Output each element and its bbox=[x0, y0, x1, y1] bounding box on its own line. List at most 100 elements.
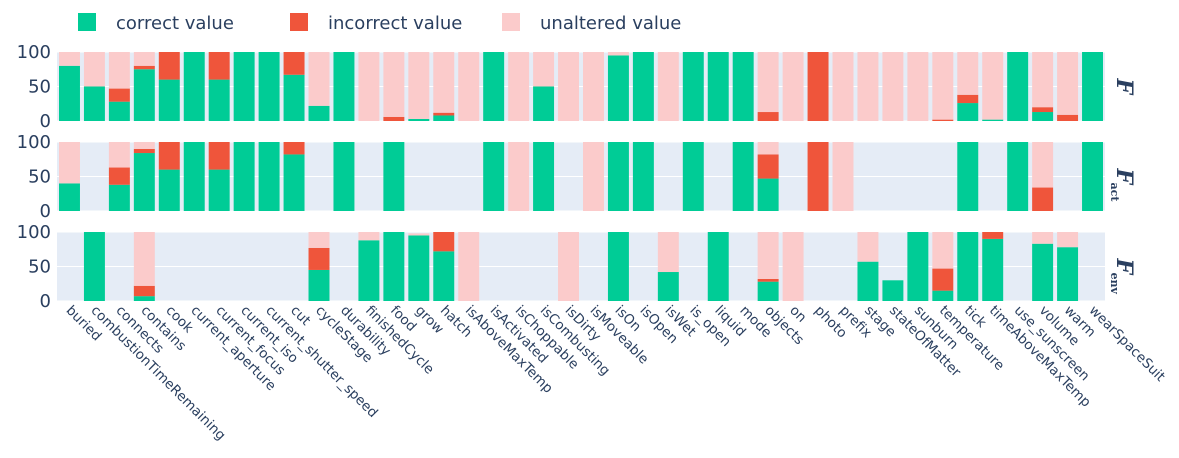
bar-correct-wearSpaceSuit[interactable] bbox=[1082, 142, 1103, 211]
bar-incorrect-volume[interactable] bbox=[1032, 107, 1054, 113]
bar-correct-current_iso[interactable] bbox=[233, 142, 255, 211]
bar-incorrect-food[interactable] bbox=[383, 116, 405, 121]
bar-incorrect-contains[interactable] bbox=[133, 148, 155, 154]
bar-correct-isOpen[interactable] bbox=[632, 142, 654, 211]
bar-unaltered-connects[interactable] bbox=[108, 52, 130, 89]
bar-incorrect-objects[interactable] bbox=[757, 154, 779, 179]
bar-unaltered-sunburn[interactable] bbox=[907, 52, 929, 121]
bar-incorrect-hatch[interactable] bbox=[433, 232, 455, 252]
legend-swatch-correct[interactable] bbox=[78, 13, 96, 31]
bar-unaltered-grow[interactable] bbox=[408, 52, 430, 119]
bar-correct-contains[interactable] bbox=[133, 296, 155, 301]
bar-correct-durability[interactable] bbox=[333, 52, 355, 121]
bar-correct-stateOfMatter[interactable] bbox=[882, 280, 904, 301]
bar-correct-contains[interactable] bbox=[133, 153, 155, 211]
bar-correct-connects[interactable] bbox=[108, 184, 130, 211]
bar-unaltered-isChoppable[interactable] bbox=[508, 142, 530, 211]
bar-unaltered-isChoppable[interactable] bbox=[508, 52, 530, 121]
bar-correct-food[interactable] bbox=[383, 232, 405, 301]
bar-unaltered-temperature[interactable] bbox=[932, 52, 954, 120]
bar-correct-tick[interactable] bbox=[957, 232, 979, 301]
bar-unaltered-prefix[interactable] bbox=[832, 52, 854, 121]
bar-correct-current_aperture[interactable] bbox=[183, 142, 205, 211]
bar-unaltered-isMoveable[interactable] bbox=[583, 142, 604, 211]
bar-correct-liquid[interactable] bbox=[707, 232, 729, 301]
bar-correct-stage[interactable] bbox=[857, 261, 879, 301]
bar-correct-warm[interactable] bbox=[1057, 247, 1079, 301]
bar-correct-timeAboveMaxTemp[interactable] bbox=[982, 238, 1004, 301]
bar-correct-is_open[interactable] bbox=[682, 142, 704, 211]
bar-unaltered-cycleStage[interactable] bbox=[308, 52, 330, 106]
bar-correct-cycleStage[interactable] bbox=[308, 269, 330, 301]
bar-correct-contains[interactable] bbox=[133, 69, 155, 121]
bar-incorrect-objects[interactable] bbox=[757, 112, 779, 121]
bar-correct-isOn[interactable] bbox=[607, 55, 629, 122]
bar-correct-isActivated[interactable] bbox=[483, 52, 505, 121]
bar-unaltered-isAboveMaxTemp[interactable] bbox=[458, 52, 480, 121]
bar-unaltered-warm[interactable] bbox=[1057, 52, 1079, 115]
bar-correct-current_focus[interactable] bbox=[208, 79, 230, 121]
bar-unaltered-temperature[interactable] bbox=[932, 232, 954, 269]
bar-correct-cut[interactable] bbox=[283, 154, 305, 211]
bar-correct-current_shutter_speed[interactable] bbox=[258, 142, 280, 211]
bar-incorrect-cut[interactable] bbox=[283, 52, 305, 75]
bar-correct-tick[interactable] bbox=[957, 142, 979, 211]
bar-incorrect-photo[interactable] bbox=[807, 142, 829, 211]
legend-swatch-unaltered[interactable] bbox=[502, 13, 520, 31]
bar-correct-isWet[interactable] bbox=[657, 272, 679, 301]
bar-correct-is_open[interactable] bbox=[682, 52, 704, 121]
bar-unaltered-isDirty[interactable] bbox=[558, 232, 579, 301]
bar-incorrect-connects[interactable] bbox=[108, 88, 130, 102]
bar-unaltered-food[interactable] bbox=[383, 52, 405, 117]
bar-correct-hatch[interactable] bbox=[433, 115, 455, 121]
legend-label-unaltered[interactable]: unaltered value bbox=[540, 13, 681, 34]
bar-incorrect-current_focus[interactable] bbox=[208, 142, 230, 170]
bar-unaltered-objects[interactable] bbox=[757, 52, 779, 113]
bar-unaltered-stage[interactable] bbox=[857, 52, 879, 121]
bar-unaltered-isDirty[interactable] bbox=[558, 52, 579, 121]
bar-correct-isActivated[interactable] bbox=[483, 142, 505, 211]
bar-incorrect-timeAboveMaxTemp[interactable] bbox=[982, 232, 1004, 239]
bar-correct-volume[interactable] bbox=[1032, 112, 1054, 121]
bar-unaltered-hatch[interactable] bbox=[433, 52, 455, 113]
bar-correct-use_sunscreen[interactable] bbox=[1007, 52, 1029, 121]
bar-unaltered-contains[interactable] bbox=[133, 232, 155, 286]
bar-unaltered-volume[interactable] bbox=[1032, 52, 1054, 108]
bar-incorrect-temperature[interactable] bbox=[932, 268, 954, 291]
bar-correct-use_sunscreen[interactable] bbox=[1007, 142, 1029, 211]
bar-incorrect-cook[interactable] bbox=[158, 52, 180, 80]
bar-correct-buried[interactable] bbox=[59, 65, 80, 121]
bar-unaltered-objects[interactable] bbox=[757, 142, 779, 155]
bar-correct-buried[interactable] bbox=[59, 183, 80, 211]
bar-correct-isCombusting[interactable] bbox=[533, 142, 555, 211]
bar-unaltered-objects[interactable] bbox=[757, 232, 779, 279]
bar-correct-objects[interactable] bbox=[757, 281, 779, 301]
bar-unaltered-isWet[interactable] bbox=[657, 232, 679, 273]
bar-correct-wearSpaceSuit[interactable] bbox=[1082, 52, 1103, 121]
bar-correct-cut[interactable] bbox=[283, 74, 305, 121]
bar-correct-hatch[interactable] bbox=[433, 251, 455, 301]
bar-correct-cook[interactable] bbox=[158, 169, 180, 211]
bar-unaltered-contains[interactable] bbox=[133, 52, 155, 66]
bar-incorrect-warm[interactable] bbox=[1057, 114, 1079, 121]
bar-correct-liquid[interactable] bbox=[707, 52, 729, 121]
bar-correct-food[interactable] bbox=[383, 142, 405, 211]
bar-unaltered-finishedCycle[interactable] bbox=[358, 52, 380, 121]
bar-correct-cook[interactable] bbox=[158, 79, 180, 121]
bar-incorrect-tick[interactable] bbox=[957, 94, 979, 104]
bar-incorrect-hatch[interactable] bbox=[433, 112, 455, 116]
bar-correct-grow[interactable] bbox=[408, 235, 430, 301]
bar-correct-combustionTimeRemaining[interactable] bbox=[83, 232, 105, 301]
bar-correct-tick[interactable] bbox=[957, 103, 979, 121]
bar-correct-current_shutter_speed[interactable] bbox=[258, 52, 280, 121]
bar-incorrect-contains[interactable] bbox=[133, 65, 155, 70]
bar-unaltered-stage[interactable] bbox=[857, 232, 879, 262]
bar-unaltered-cycleStage[interactable] bbox=[308, 232, 330, 248]
bar-incorrect-photo[interactable] bbox=[807, 52, 829, 121]
bar-incorrect-cook[interactable] bbox=[158, 142, 180, 170]
bar-unaltered-tick[interactable] bbox=[957, 52, 979, 95]
bar-unaltered-isAboveMaxTemp[interactable] bbox=[458, 232, 480, 301]
bar-unaltered-volume[interactable] bbox=[1032, 142, 1054, 188]
bar-unaltered-connects[interactable] bbox=[108, 142, 130, 168]
bar-correct-sunburn[interactable] bbox=[907, 232, 929, 301]
